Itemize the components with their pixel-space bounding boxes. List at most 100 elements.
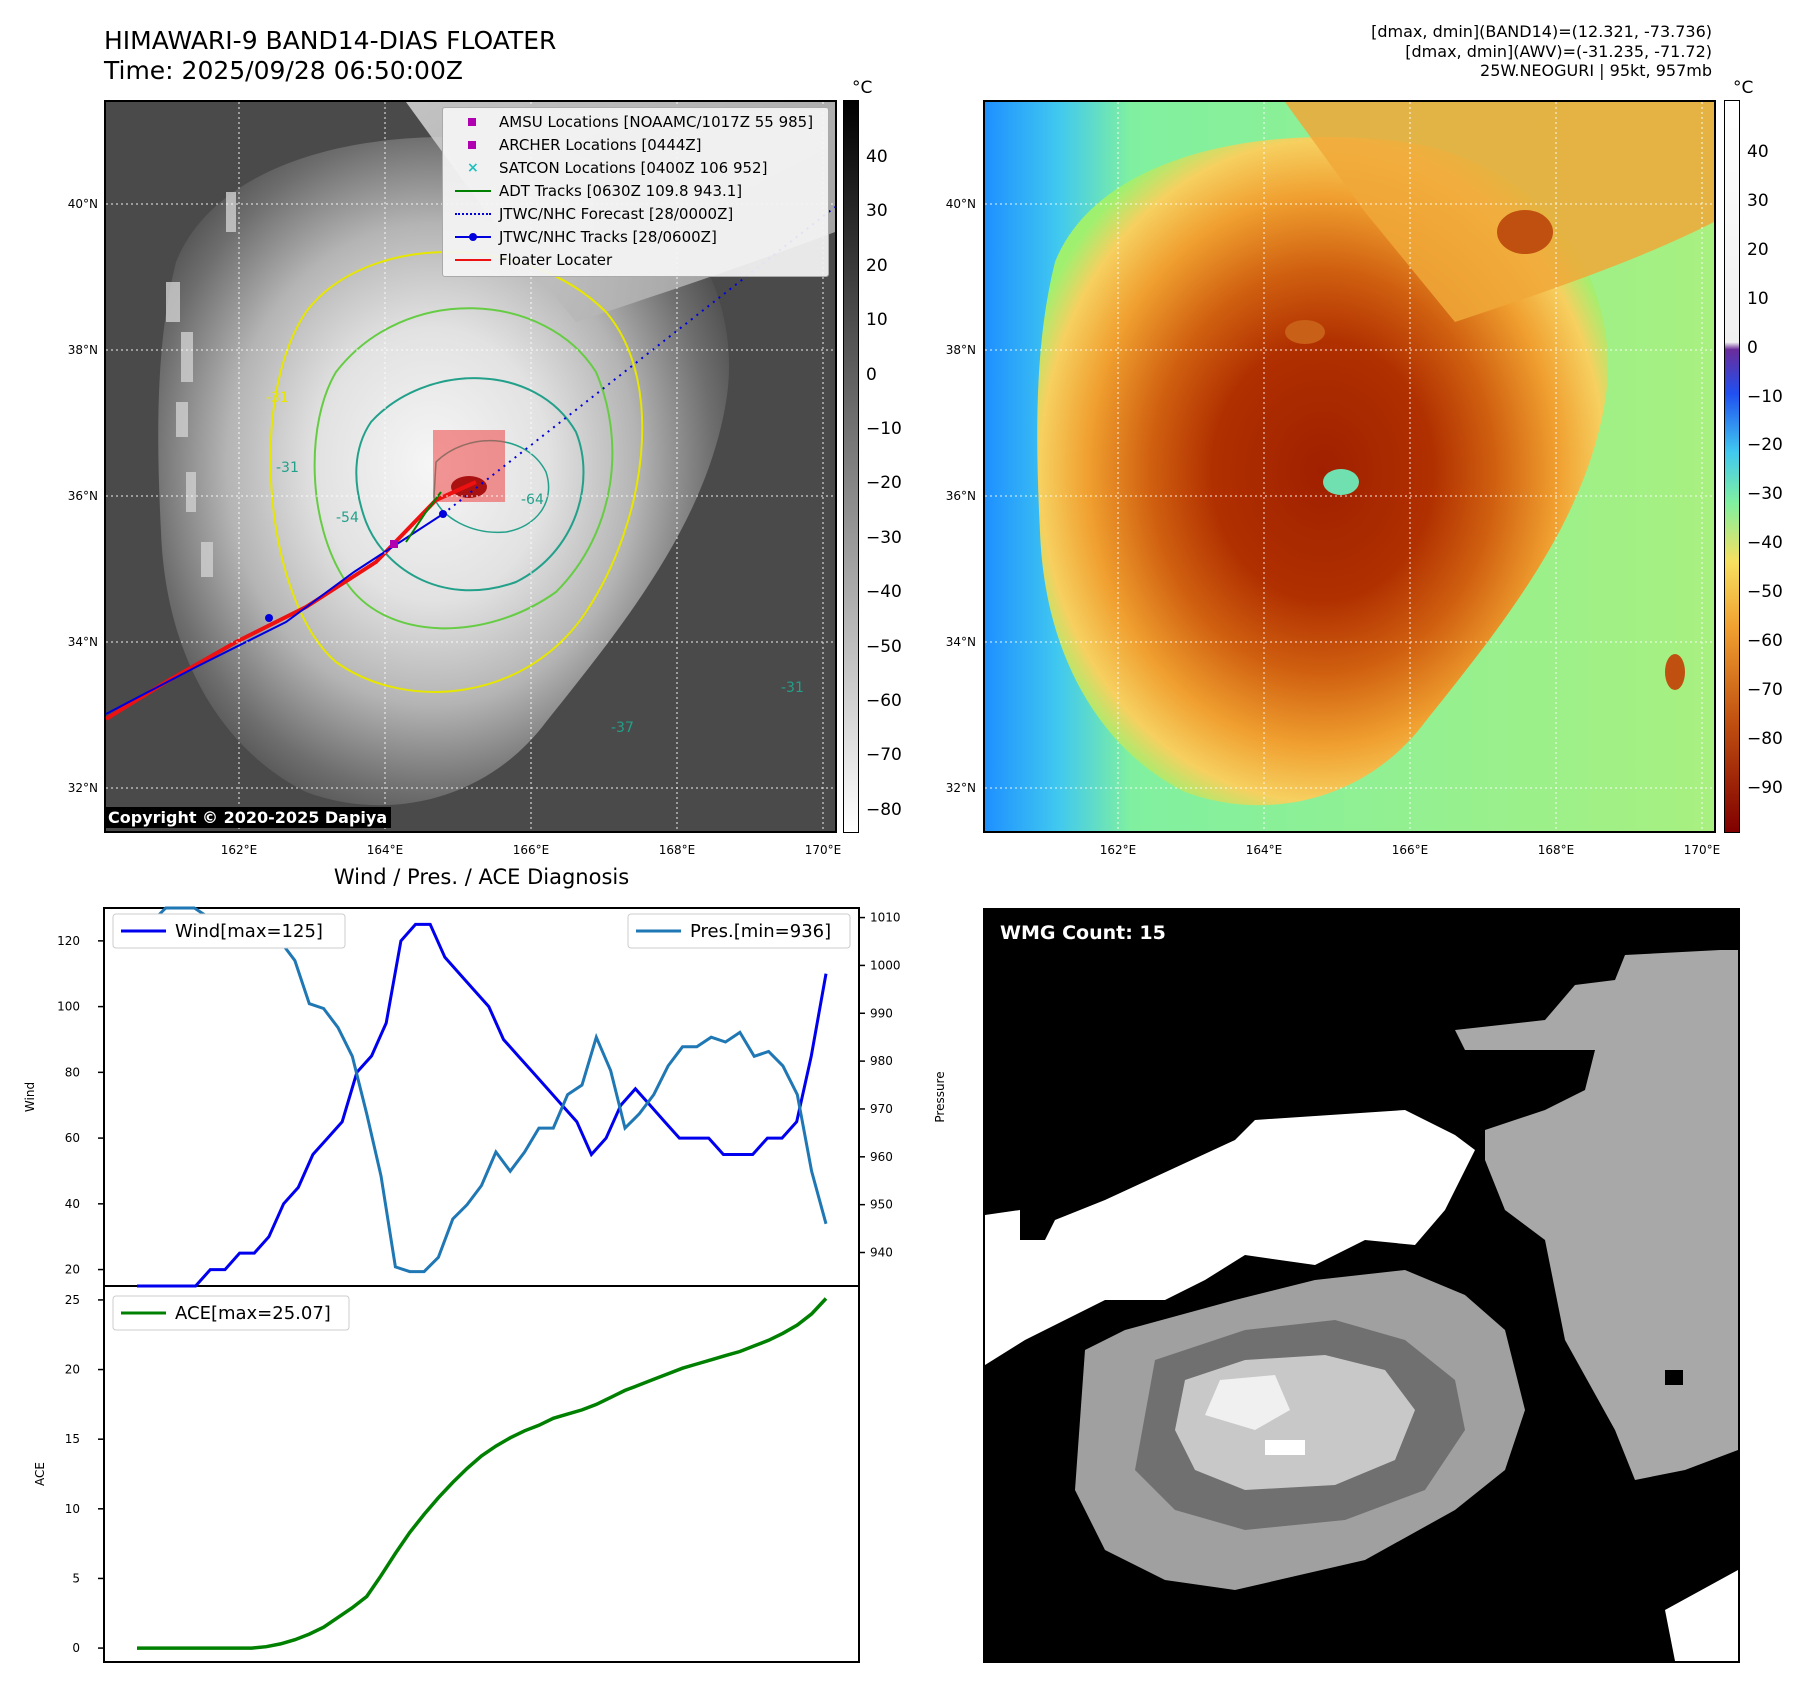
right-lat-label-34: 34°N	[945, 635, 976, 649]
lon-label-164: 164°E	[366, 843, 404, 857]
wind-tick-label: 120	[57, 934, 80, 948]
lat-label-40: 40°N	[67, 197, 98, 211]
cbRightTicks-tick: −80	[1747, 728, 1783, 749]
cbLeftTicks-tick: −10	[866, 419, 902, 439]
ace-tick-label: 20	[65, 1363, 80, 1377]
cbLeftTicks-tick: 10	[866, 310, 888, 331]
cbRightTicks-tick: −30	[1747, 484, 1783, 505]
pressure-tick-label: 1000	[870, 958, 901, 972]
ace-legend: ACE[max=25.07]	[112, 1295, 350, 1331]
cbRightTicks-tick: −70	[1747, 679, 1783, 700]
cbLeftTicks-tick: 30	[866, 201, 888, 222]
awv-map-image	[985, 102, 1714, 831]
cbRightTicks-tick: −90	[1747, 777, 1783, 798]
lat-label-34: 34°N	[67, 635, 98, 649]
cbRightTicks-tick: −20	[1747, 435, 1783, 456]
cbRightTicks-tick: −60	[1747, 631, 1783, 651]
colorbar-left	[843, 100, 859, 833]
cbLeftTicks-tick: 0	[866, 364, 877, 385]
cbRightTicks-tick: −50	[1747, 582, 1783, 603]
cbLeftTicks-tick: 20	[866, 255, 888, 276]
ace-tick-label: 25	[65, 1293, 80, 1307]
right-lon-label-168: 168°E	[1537, 843, 1575, 857]
cbRightTicks-tick: 30	[1747, 190, 1769, 211]
copyright-label: Copyright © 2020-2025 Dapiya	[104, 807, 392, 828]
wmg-count-label: WMG Count: 15	[1000, 922, 1166, 944]
ace-tick-label: 0	[72, 1641, 80, 1655]
cbRightTicks-tick: 10	[1747, 288, 1769, 309]
cbLeftTicks-tick: −30	[866, 527, 902, 548]
cbRightTicks-tick: 20	[1747, 239, 1769, 260]
jtwc-track-marker	[439, 510, 447, 518]
colorbar-right-unit: °C	[1733, 78, 1754, 98]
ace-axes	[103, 1285, 860, 1663]
ace-tick-label: 10	[65, 1502, 80, 1516]
contour-label-1: -31	[276, 460, 299, 476]
wmg-panel	[983, 908, 1740, 1663]
wind-tick-label: 40	[65, 1197, 80, 1211]
right-lon-label-166: 166°E	[1391, 843, 1429, 857]
legend-item-archer: ARCHER Locations [0444Z]	[453, 134, 702, 156]
ace-series-line	[137, 1297, 828, 1650]
legend-label-satcon: SATCON Locations [0400Z 106 952]	[499, 159, 768, 177]
archer-marker	[390, 540, 398, 548]
info-line3: 25W.NEOGURI | 95kt, 957mb	[1480, 61, 1712, 80]
pressure-legend: Pres.[min=936]	[627, 913, 851, 949]
diagnosis-title: Wind / Pres. / ACE Diagnosis	[333, 865, 630, 889]
cbRightTicks-tick: −40	[1747, 533, 1783, 554]
cbRightTicks-tick: 0	[1747, 337, 1758, 358]
legend-item-amsu: AMSU Locations [NOAAMC/1017Z 55 985]	[453, 111, 813, 133]
pressure-tick-label: 1010	[870, 911, 901, 925]
legend-label-archer: ARCHER Locations [0444Z]	[499, 136, 702, 154]
contour-label-5: -31	[266, 390, 289, 406]
diagnosis-chart: 2040608010012094095096097098099010001010…	[23, 906, 947, 1663]
lat-label-36: 36°N	[67, 489, 98, 503]
cbLeftTicks-tick: −80	[866, 799, 902, 820]
wind-tick-label: 100	[57, 1000, 80, 1014]
pressure-legend-label: Pres.[min=936]	[690, 921, 831, 942]
cbLeftTicks-tick: −40	[866, 582, 902, 603]
awv-map-panel	[983, 100, 1716, 833]
wind-pres-axes	[103, 907, 860, 1287]
pressure-tick-label: 960	[870, 1150, 893, 1164]
cbLeftTicks-tick: −20	[866, 473, 902, 494]
lon-label-166: 166°E	[512, 843, 550, 857]
pressure-tick-label: 990	[870, 1006, 893, 1020]
right-lat-label-38: 38°N	[945, 343, 976, 357]
cbLeftTicks-tick: −70	[866, 745, 902, 766]
contour-label-4: -31	[781, 680, 804, 696]
cbLeftTicks-tick: −50	[866, 636, 902, 657]
cbLeftTicks-tick: −60	[866, 691, 902, 711]
right-lon-label-170: 170°E	[1683, 843, 1721, 857]
right-lon-label-164: 164°E	[1245, 843, 1283, 857]
cbRightTicks-tick: 40	[1747, 142, 1769, 162]
legend-item-adt: ADT Tracks [0630Z 109.8 943.1]	[453, 180, 742, 202]
lat-label-38: 38°N	[67, 343, 98, 357]
wind-axis-label: Wind	[23, 1082, 37, 1112]
ace-tick-label: 15	[65, 1432, 80, 1446]
chart-title-line2: Time: 2025/09/28 06:50:00Z	[104, 56, 463, 85]
legend-item-satcon: × SATCON Locations [0400Z 106 952]	[467, 159, 768, 177]
legend-item-forecast: JTWC/NHC Forecast [28/0000Z]	[453, 203, 733, 225]
pressure-tick-label: 950	[870, 1198, 893, 1212]
wind-tick-label: 60	[65, 1131, 80, 1145]
pressure-tick-label: 970	[870, 1102, 893, 1116]
wind-tick-label: 20	[65, 1263, 80, 1277]
legend-label-amsu: AMSU Locations [NOAAMC/1017Z 55 985]	[499, 113, 814, 131]
legend-label-forecast: JTWC/NHC Forecast [28/0000Z]	[499, 205, 734, 223]
info-line2: [dmax, dmin](AWV)=(-31.235, -71.72)	[1405, 41, 1712, 61]
cbLeftTicks-tick: 40	[866, 147, 888, 167]
chart-title-line1: HIMAWARI-9 BAND14-DIAS FLOATER	[104, 26, 557, 55]
legend-label-tracks: JTWC/NHC Tracks [28/0600Z]	[499, 228, 717, 246]
contour-label-3: -64	[521, 492, 544, 508]
info-line1: [dmax, dmin](BAND14)=(12.321, -73.736)	[1371, 22, 1712, 41]
legend-label-floater: Floater Locater	[499, 251, 613, 269]
chart-title: HIMAWARI-9 BAND14-DIAS FLOATER Time: 202…	[104, 26, 556, 86]
contour-label-2: -54	[336, 510, 359, 526]
colorbar-right	[1724, 100, 1740, 833]
info-text: [dmax, dmin](BAND14)=(12.321, -73.736) […	[1371, 22, 1712, 81]
lon-label-168: 168°E	[658, 843, 696, 857]
pressure-axis-label: Pressure	[933, 1071, 947, 1122]
legend-label-adt: ADT Tracks [0630Z 109.8 943.1]	[499, 182, 743, 200]
cbRightTicks-tick: −10	[1747, 386, 1783, 407]
